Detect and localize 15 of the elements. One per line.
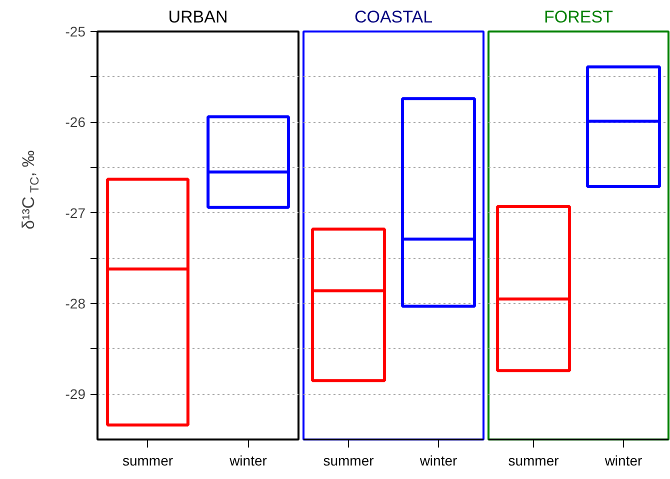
y-tick-label: -29 <box>65 386 86 402</box>
x-tick-label: summer <box>122 452 174 468</box>
y-tick-label: -28 <box>65 296 86 312</box>
x-tick-label: summer <box>323 452 374 468</box>
chart-title: FOREST <box>544 8 613 26</box>
y-tick-label: -26 <box>65 114 86 130</box>
x-tick-label: winter <box>418 452 458 468</box>
y-tick-label: -25 <box>65 24 86 40</box>
y-axis-title: δ¹³CTC, ‰ <box>19 150 42 230</box>
chart-title: URBAN <box>168 8 228 26</box>
y-tick-label: -27 <box>65 204 86 221</box>
x-tick-label: summer <box>508 452 560 468</box>
x-tick-label: winter <box>604 452 643 468</box>
chart-title: COASTAL <box>354 8 433 26</box>
x-tick-label: winter <box>228 452 268 468</box>
